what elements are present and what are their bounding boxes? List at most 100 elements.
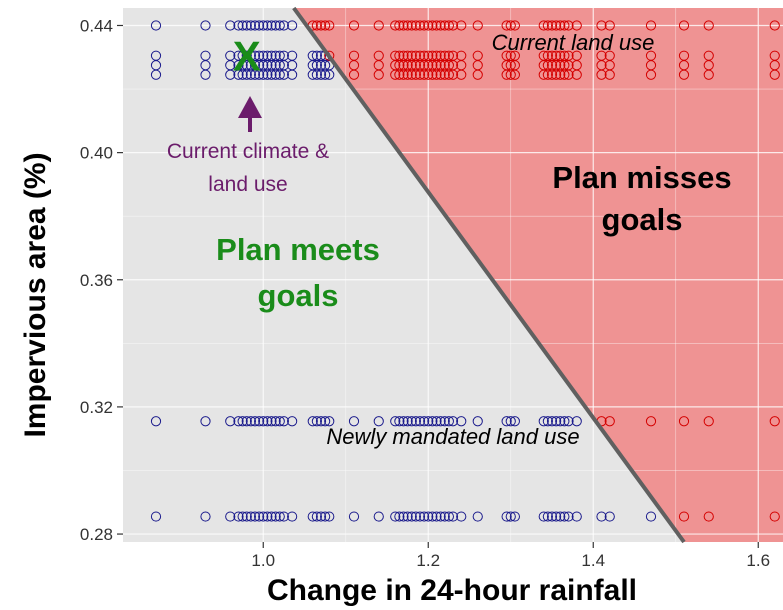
- data-point-misses: [402, 50, 413, 61]
- data-point-misses: [472, 50, 483, 61]
- data-point-misses: [703, 511, 714, 522]
- data-point-meets: [509, 416, 520, 427]
- data-point-meets: [258, 511, 269, 522]
- data-point-meets: [258, 50, 269, 61]
- data-point-meets: [254, 20, 265, 31]
- data-point-meets: [278, 20, 289, 31]
- data-point-meets: [538, 511, 549, 522]
- data-point-meets: [287, 50, 298, 61]
- data-point-misses: [447, 20, 459, 31]
- data-point-meets: [456, 511, 467, 522]
- data-point-meets: [241, 50, 252, 61]
- data-point-meets: [431, 511, 442, 522]
- data-point-meets: [456, 416, 467, 427]
- plan-meets-label-line1: Plan meets: [216, 232, 380, 267]
- data-point-meets: [225, 20, 236, 31]
- data-point-misses: [769, 50, 780, 61]
- data-point-meets: [423, 511, 434, 522]
- data-points: [150, 20, 780, 522]
- data-point-meets: [245, 416, 256, 427]
- data-point-meets: [373, 416, 384, 427]
- data-point-misses: [320, 20, 331, 31]
- data-point-misses: [394, 50, 405, 61]
- data-point-meets: [249, 50, 261, 61]
- data-point-misses: [538, 50, 549, 61]
- data-point-meets: [427, 416, 438, 427]
- data-point-meets: [447, 416, 459, 427]
- data-point-misses: [604, 416, 615, 427]
- data-point-meets: [262, 511, 273, 522]
- data-point-misses: [769, 20, 780, 31]
- data-point-meets: [542, 416, 553, 427]
- data-point-meets: [435, 511, 446, 522]
- x-axis-ticks: 1.0 1.2 1.4 1.6: [251, 542, 770, 570]
- data-point-meets: [225, 511, 236, 522]
- data-point-misses: [406, 20, 417, 31]
- data-point-meets: [249, 511, 261, 522]
- data-point-misses: [373, 20, 384, 31]
- data-point-meets: [390, 416, 401, 427]
- data-point-meets: [472, 511, 483, 522]
- data-point-misses: [509, 20, 520, 31]
- data-point-meets: [311, 511, 322, 522]
- data-point-meets: [150, 50, 162, 61]
- data-point-misses: [563, 50, 574, 61]
- data-point-misses: [406, 50, 417, 61]
- data-point-meets: [287, 511, 298, 522]
- data-point-meets: [373, 511, 384, 522]
- data-point-meets: [394, 416, 405, 427]
- data-point-misses: [555, 50, 566, 61]
- data-point-meets: [555, 416, 566, 427]
- data-point-meets: [254, 511, 265, 522]
- data-point-meets: [249, 20, 261, 31]
- plan-meets-label-line2: goals: [258, 278, 339, 313]
- data-point-misses: [538, 20, 549, 31]
- data-point-meets: [278, 416, 289, 427]
- data-point-meets: [241, 511, 252, 522]
- data-point-misses: [645, 416, 657, 427]
- plan-misses-label-line1: Plan misses: [552, 160, 731, 195]
- data-point-meets: [505, 511, 516, 522]
- data-point-meets: [254, 50, 265, 61]
- data-point-meets: [320, 511, 331, 522]
- data-point-misses: [678, 50, 690, 61]
- data-point-meets: [233, 416, 244, 427]
- data-point-misses: [419, 50, 430, 61]
- data-point-meets: [546, 511, 558, 522]
- data-point-meets: [245, 50, 256, 61]
- data-point-meets: [254, 416, 265, 427]
- data-point-misses: [410, 20, 421, 31]
- data-point-meets: [150, 511, 162, 522]
- data-point-misses: [596, 50, 607, 61]
- data-point-meets: [551, 511, 562, 522]
- x-axis-title: Change in 24-hour rainfall: [267, 574, 637, 607]
- data-point-misses: [324, 20, 335, 31]
- data-point-meets: [233, 50, 244, 61]
- data-point-meets: [402, 511, 413, 522]
- data-point-meets: [439, 511, 450, 522]
- plan-misses-label-line2: goals: [602, 202, 683, 237]
- x-tick-label: 1.0: [251, 551, 275, 570]
- data-point-meets: [262, 20, 273, 31]
- y-tick-label: 0.44: [80, 16, 113, 35]
- data-point-misses: [435, 50, 446, 61]
- data-point-misses: [348, 50, 360, 61]
- data-point-meets: [225, 50, 236, 61]
- data-point-meets: [563, 511, 574, 522]
- data-point-meets: [237, 50, 248, 61]
- data-point-meets: [270, 20, 281, 31]
- threshold-line: [292, 6, 686, 544]
- data-point-meets: [249, 416, 261, 427]
- data-point-misses: [324, 50, 335, 61]
- data-point-meets: [559, 511, 570, 522]
- data-point-misses: [546, 50, 558, 61]
- y-axis-title: Impervious area (%): [19, 152, 52, 437]
- data-point-misses: [546, 20, 558, 31]
- data-point-misses: [398, 50, 409, 61]
- data-point-meets: [274, 416, 285, 427]
- data-point-misses: [542, 20, 553, 31]
- data-point-meets: [200, 20, 211, 31]
- data-point-misses: [348, 20, 360, 31]
- newly-mandated-label: Newly mandated land use: [326, 424, 579, 449]
- data-point-meets: [324, 416, 335, 427]
